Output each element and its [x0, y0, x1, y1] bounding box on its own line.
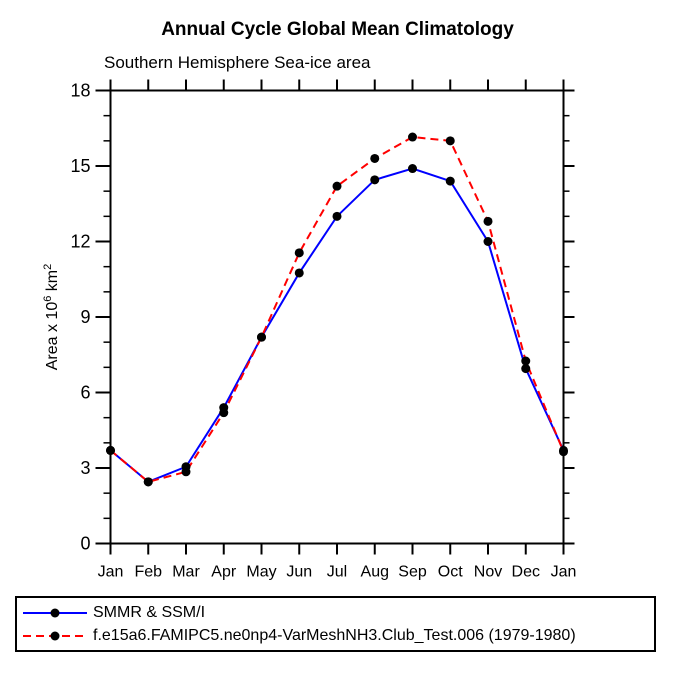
data-point-marker [219, 408, 229, 418]
data-point-marker [332, 211, 342, 221]
legend-entry-model: f.e15a6.FAMIPC5.ne0np4-VarMeshNH3.Club_T… [21, 624, 650, 647]
legend-sample-marker [50, 631, 60, 640]
legend-entry-obs: SMMR & SSM/I [21, 601, 650, 624]
legend-sample-marker [50, 608, 60, 617]
x-tick-label: Mar [172, 564, 200, 581]
data-point-marker [294, 268, 304, 278]
chart-plot-area: 0 3 6 9 12 15 18 Jan Feb Mar Apr May Jun Jul Aug Sep Oct… [70, 79, 577, 581]
x-tick-label: Nov [474, 564, 502, 581]
data-point-marker [483, 216, 493, 226]
data-point-marker [408, 132, 417, 142]
y-tick-label: 0 [80, 534, 90, 554]
x-tick-label: Dec [512, 564, 540, 581]
data-point-marker [332, 181, 342, 191]
chart-title: Annual Cycle Global Mean Climatology [161, 19, 514, 40]
legend-line-sample-obs [23, 608, 87, 617]
legend-label-obs: SMMR & SSM/I [93, 603, 206, 621]
legend-box: SMMR & SSM/I f.e15a6.FAMIPC5.ne0np4-VarM… [15, 596, 656, 652]
y-tick-label: 9 [80, 307, 90, 327]
y-tick-label: 18 [70, 81, 90, 101]
legend-line-sample-model [23, 631, 87, 640]
data-point-marker [445, 176, 455, 186]
data-point-marker [257, 332, 266, 342]
chart-subtitle: Southern Hemisphere Sea-ice area [104, 53, 371, 72]
plot-frame [109, 89, 565, 545]
x-tick-label: Sep [398, 564, 427, 581]
data-point-marker [370, 175, 380, 185]
x-tick-label: Jan [98, 564, 124, 581]
data-point-marker [521, 364, 531, 374]
data-point-marker [294, 248, 304, 258]
data-point-marker [181, 467, 191, 477]
y-tick-label: 3 [80, 458, 90, 478]
data-point-marker [370, 153, 380, 163]
x-tick-label: Oct [438, 564, 463, 581]
data-point-marker [445, 136, 455, 146]
data-point-marker [483, 237, 493, 246]
x-tick-label: May [246, 564, 276, 581]
data-point-marker [559, 447, 568, 457]
data-point-marker [408, 164, 417, 174]
x-tick-label: Aug [361, 564, 389, 581]
data-point-marker [106, 445, 115, 455]
legend-label-model: f.e15a6.FAMIPC5.ne0np4-VarMeshNH3.Club_T… [93, 626, 576, 644]
y-tick-label: 12 [70, 232, 90, 252]
x-tick-label: Apr [211, 564, 237, 581]
x-tick-label: Feb [134, 564, 162, 581]
y-tick-label: 15 [70, 156, 90, 176]
y-tick-label: 6 [80, 383, 90, 403]
x-tick-label: Jan [551, 564, 577, 581]
x-tick-label: Jul [327, 564, 347, 581]
data-point-marker [143, 477, 153, 487]
data-point-marker [521, 356, 531, 366]
x-tick-label: Jun [286, 564, 312, 581]
